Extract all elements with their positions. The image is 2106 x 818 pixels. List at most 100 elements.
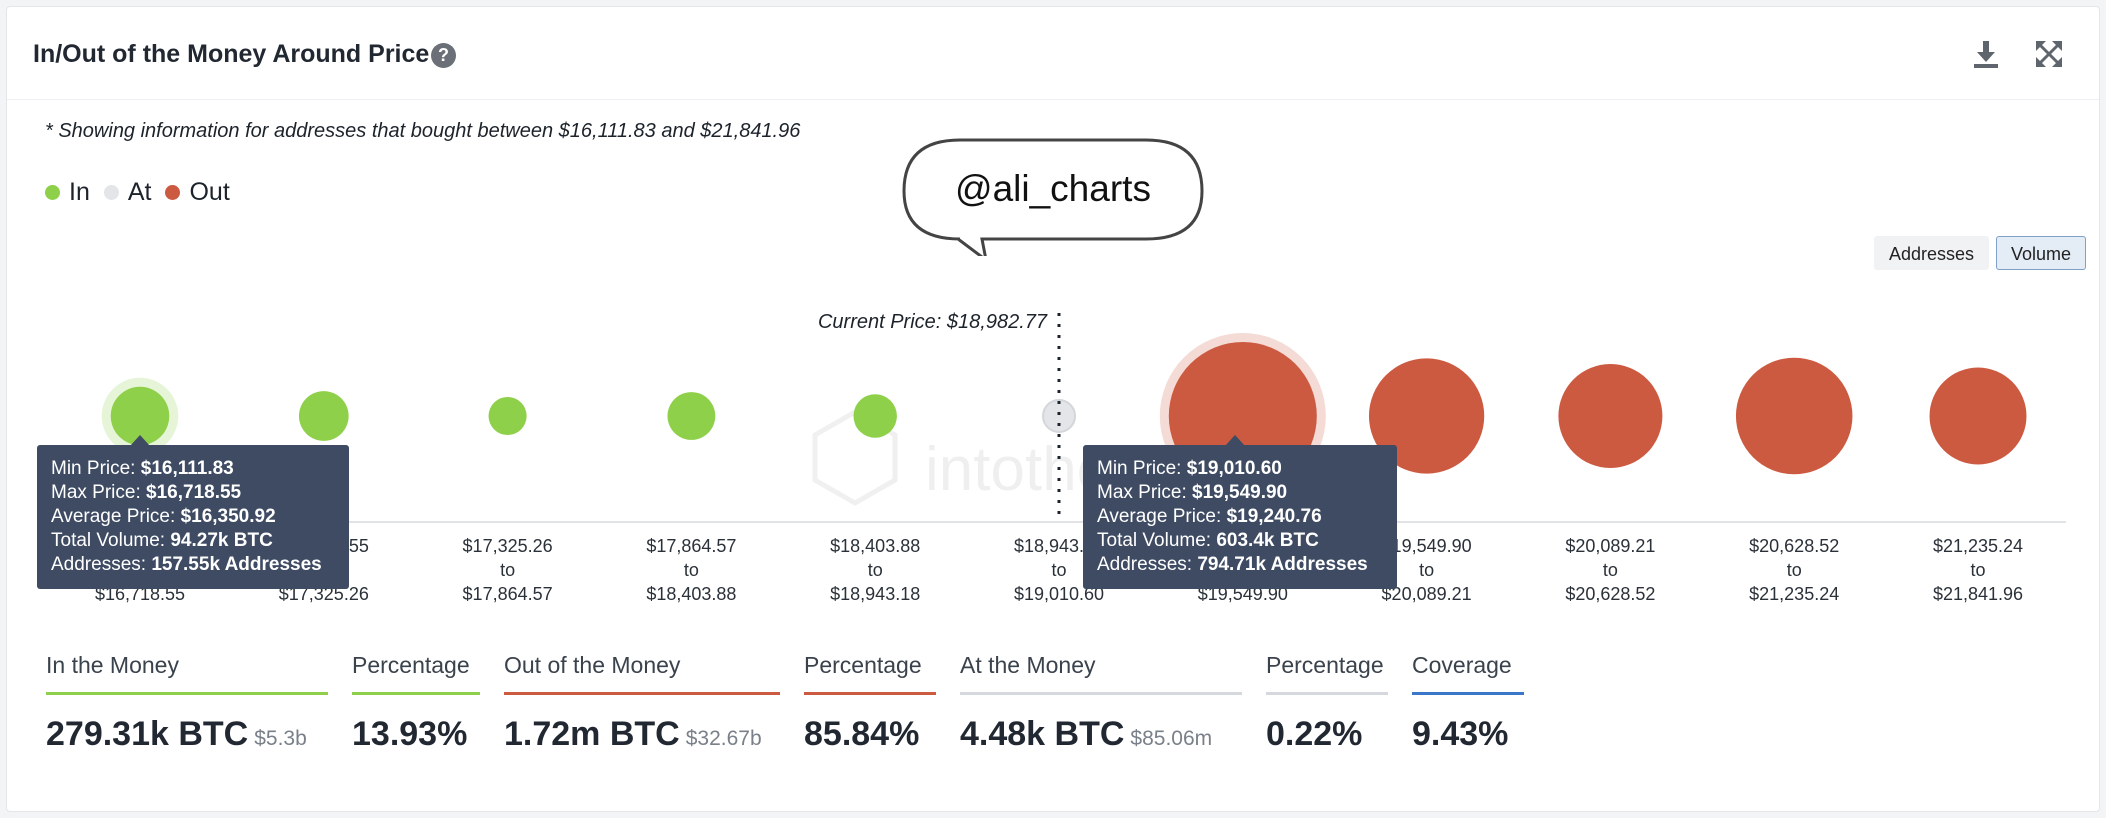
x-tick-label: to — [684, 560, 699, 580]
panel-header: In/Out of the Money Around Price ? — [7, 7, 2099, 100]
stat-underline — [46, 692, 328, 695]
legend-item-at[interactable]: At — [103, 178, 152, 207]
bubble-out[interactable] — [1929, 367, 2027, 465]
bubble-at[interactable] — [1042, 399, 1076, 433]
stat-value: 85.84% — [804, 715, 920, 753]
x-tick-label: $20,089.21 — [1382, 584, 1472, 604]
tooltip-out-bucket: Min Price: $19,010.60 Max Price: $19,549… — [1083, 445, 1397, 589]
current-price-label: Current Price: $18,982.77 — [818, 311, 1048, 333]
stat-out-percentage: Percentage 85.84% — [804, 652, 936, 754]
bubble-in[interactable] — [488, 396, 527, 436]
x-tick-label: $19,010.60 — [1014, 584, 1104, 604]
legend-dot-at — [103, 185, 119, 200]
x-tick-label: $19,549.90 — [1382, 536, 1472, 556]
stat-underline — [804, 692, 936, 695]
bubble-in[interactable] — [667, 392, 716, 440]
stat-underline — [1266, 692, 1388, 695]
tooltip-row: Min Price: $16,111.83 — [51, 458, 234, 479]
stat-label: Out of the Money — [504, 652, 681, 678]
legend-item-in[interactable]: In — [45, 178, 90, 207]
legend-item-out[interactable]: Out — [165, 178, 230, 207]
stat-value: 0.22% — [1266, 715, 1363, 753]
x-tick-label: $20,628.52 — [1565, 584, 1655, 604]
stat-underline — [504, 692, 780, 695]
bubble-in[interactable] — [853, 394, 897, 438]
x-tick-label: to — [868, 560, 883, 580]
stat-value: 279.31k BTC $5.3b — [46, 715, 307, 753]
bubble-in[interactable] — [110, 386, 170, 446]
stat-in-the-money: In the Money 279.31k BTC $5.3b — [46, 652, 328, 754]
x-tick-label: to — [1419, 560, 1434, 580]
stat-at-percentage: Percentage 0.22% — [1266, 652, 1388, 754]
stat-label: Percentage — [804, 652, 922, 678]
x-tick-label: $21,235.24 — [1749, 584, 1839, 604]
legend-dot-out — [165, 185, 181, 200]
range-note: * Showing information for addresses that… — [45, 120, 801, 142]
x-tick-label: $20,089.21 — [1565, 536, 1655, 556]
panel-title: In/Out of the Money Around Price — [33, 40, 430, 68]
tooltip-row: Total Volume: 94.27k BTC — [51, 530, 273, 551]
stat-underline — [352, 692, 480, 695]
x-tick-label: $17,325.26 — [463, 536, 553, 556]
speech-bubble-shape — [902, 138, 1204, 256]
legend: In At Out — [45, 178, 230, 207]
x-tick-label: $20,628.52 — [1749, 536, 1839, 556]
tooltip-row: Max Price: $19,549.90 — [1097, 482, 1288, 503]
x-tick-label: $19,549.90 — [1198, 584, 1288, 604]
tooltip-row: Total Volume: 603.4k BTC — [1097, 530, 1319, 551]
legend-label-in: In — [69, 178, 90, 206]
tooltip-row: Max Price: $16,718.55 — [51, 482, 242, 503]
stat-value: 1.72m BTC $32.67b — [504, 715, 762, 753]
stat-label: Percentage — [1266, 652, 1384, 678]
download-icon[interactable] — [1969, 37, 2003, 71]
tooltip-in-bucket: Min Price: $16,111.83 Max Price: $16,718… — [37, 445, 349, 589]
tooltip-row: Average Price: $19,240.76 — [1097, 506, 1322, 527]
x-tick-label: $21,235.24 — [1933, 536, 2023, 556]
legend-label-at: At — [127, 178, 152, 206]
toggle-addresses[interactable]: Addresses — [1874, 236, 1990, 270]
stat-coverage: Coverage 9.43% — [1412, 652, 1524, 754]
bubble-out[interactable] — [1735, 357, 1853, 475]
tooltip-row: Addresses: 157.55k Addresses — [51, 554, 322, 575]
tooltip-row: Average Price: $16,350.92 — [51, 506, 276, 527]
toggle-volume[interactable]: Volume — [1996, 236, 2087, 270]
x-tick-label: $17,864.57 — [646, 536, 736, 556]
x-tick-label: to — [1603, 560, 1618, 580]
x-tick-label: $17,325.26 — [279, 584, 369, 604]
legend-dot-in — [45, 185, 60, 200]
bubble-out[interactable] — [1558, 363, 1663, 469]
tooltip-pointer — [130, 435, 150, 446]
x-tick-label: $17,864.57 — [463, 584, 553, 604]
x-tick-label: to — [1970, 560, 1985, 580]
x-tick-label: to — [1051, 560, 1066, 580]
expand-icon[interactable] — [2032, 37, 2066, 71]
x-tick-label: to — [500, 560, 515, 580]
legend-label-out: Out — [189, 178, 230, 206]
stat-value: 13.93% — [352, 715, 468, 753]
x-tick-label: $18,943.18 — [1014, 536, 1104, 556]
x-tick-label: to — [1787, 560, 1802, 580]
stat-value: 4.48k BTC $85.06m — [960, 715, 1213, 753]
stat-label: Percentage — [352, 652, 470, 678]
x-tick-label: $18,403.88 — [646, 584, 736, 604]
tooltip-row: Min Price: $19,010.60 — [1097, 458, 1282, 479]
stat-at-the-money: At the Money 4.48k BTC $85.06m — [960, 652, 1242, 754]
bubble-out[interactable] — [1368, 358, 1485, 474]
stat-label: At the Money — [960, 652, 1096, 678]
question-circle-icon[interactable]: ? — [431, 43, 456, 68]
stat-value: 9.43% — [1412, 715, 1509, 753]
x-tick-label: $21,841.96 — [1933, 584, 2023, 604]
tooltip-row: Addresses: 794.71k Addresses — [1097, 554, 1368, 575]
x-tick-label: $18,403.88 — [830, 536, 920, 556]
stat-in-percentage: Percentage 13.93% — [352, 652, 480, 754]
bubble-in[interactable] — [298, 391, 349, 441]
stat-out-of-the-money: Out of the Money 1.72m BTC $32.67b — [504, 652, 780, 754]
tooltip-pointer — [1225, 435, 1245, 446]
x-tick-label: $16,718.55 — [95, 584, 185, 604]
stat-underline — [960, 692, 1242, 695]
stat-label: Coverage — [1412, 652, 1512, 678]
stat-label: In the Money — [46, 652, 179, 678]
speech-bubble-text: @ali_charts — [955, 168, 1151, 209]
stat-underline — [1412, 692, 1524, 695]
x-tick-label: $18,943.18 — [830, 584, 920, 604]
